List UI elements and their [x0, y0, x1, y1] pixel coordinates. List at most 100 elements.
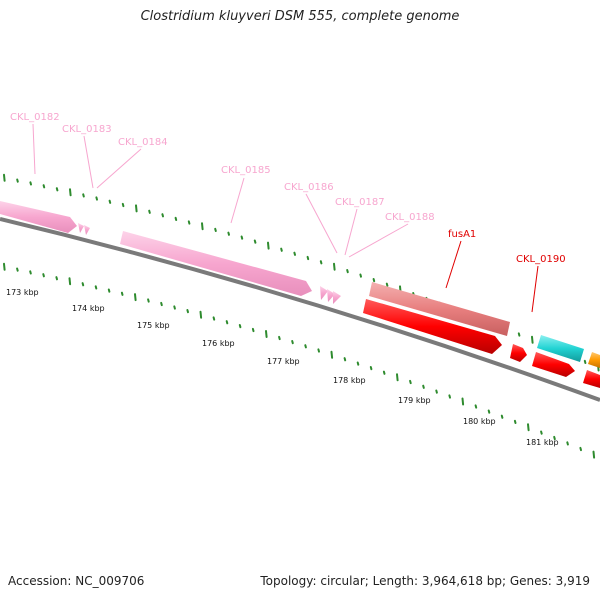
inner-ring-minor-tick: [94, 285, 98, 290]
inner-ring-minor-tick: [566, 441, 569, 446]
gene-arrow-ckl-0187[interactable]: [327, 289, 335, 302]
inner-ring-major-tick: [461, 397, 465, 406]
gene-label-ckl-0183[interactable]: CKL_0183: [62, 124, 112, 135]
gene-arrow-ckl-0188[interactable]: [333, 291, 341, 304]
genome-backbone: [0, 217, 600, 402]
inner-ring-minor-tick: [173, 305, 176, 310]
inner-ring-major-tick: [330, 350, 334, 359]
outer-ring-minor-tick: [583, 359, 587, 364]
inner-ring-major-tick: [592, 450, 596, 459]
inner-ring-minor-tick: [251, 327, 255, 333]
genome-summary-text: Topology: circular; Length: 3,964,618 bp…: [260, 574, 590, 588]
gene-label-ckl-0186[interactable]: CKL_0186: [284, 182, 334, 193]
inner-ring-minor-tick: [81, 282, 85, 287]
gene-label-ckl-0190[interactable]: CKL_0190: [516, 254, 566, 265]
outer-ring-minor-tick: [319, 260, 323, 265]
inner-ring-minor-tick: [120, 291, 124, 296]
scale-label-173: 173 kbp: [6, 288, 39, 297]
scale-label-180: 180 kbp: [463, 417, 496, 426]
gene-arrow-ckl-0183[interactable]: [78, 223, 84, 233]
scale-labels: 173 kbp 174 kbp 175 kbp 176 kbp 177 kbp …: [6, 288, 559, 447]
outer-ring-minor-tick: [306, 255, 310, 261]
inner-ring-minor-tick: [553, 435, 556, 441]
inner-ring-major-tick: [3, 262, 6, 271]
gene-arrow-ckl-0185[interactable]: [120, 231, 312, 296]
inner-ring-minor-tick: [317, 348, 320, 353]
outer-ring-major-tick: [201, 222, 204, 231]
outer-ring-minor-tick: [227, 231, 230, 236]
inner-ring-minor-tick: [42, 273, 45, 278]
map-title: Clostridium kluyveri DSM 555, complete g…: [140, 9, 460, 24]
cds-arrow-3[interactable]: [532, 352, 575, 377]
inner-ring-minor-tick: [343, 357, 347, 362]
inner-ring-minor-tick: [356, 361, 360, 366]
scale-label-181: 181 kbp: [526, 438, 559, 447]
outer-ring-minor-tick: [372, 278, 376, 283]
outer-ring-minor-tick: [95, 196, 98, 201]
inner-ring-minor-tick: [422, 384, 425, 389]
inner-ring-minor-tick: [304, 344, 307, 349]
inner-ring-major-tick: [199, 310, 203, 319]
outer-ring-minor-tick: [108, 199, 112, 204]
outer-ring-minor-tick: [42, 184, 46, 189]
inner-ring-minor-tick: [238, 324, 242, 329]
inner-ring-minor-tick: [212, 316, 216, 321]
gene-label-fusa1[interactable]: fusA1: [448, 229, 476, 240]
inner-ring-minor-tick: [474, 404, 478, 409]
inner-tick-ring: [3, 262, 596, 459]
outer-ring-minor-tick: [121, 202, 125, 208]
scale-label-176: 176 kbp: [202, 339, 235, 348]
cds-arrow-1[interactable]: [363, 299, 502, 354]
cds-arrow-2[interactable]: [510, 344, 527, 362]
accession-text: Accession: NC_009706: [8, 574, 145, 588]
outer-ring-minor-tick: [346, 269, 349, 274]
label-leaders: [32, 123, 539, 313]
outer-ring-minor-tick: [174, 216, 178, 221]
outer-ring-minor-tick: [161, 213, 164, 218]
inner-ring-major-tick: [396, 373, 399, 382]
outer-ring-major-tick: [267, 241, 270, 250]
outer-ring-minor-tick: [187, 220, 191, 225]
outer-ring-minor-tick: [55, 187, 59, 192]
inner-ring-minor-tick: [500, 414, 504, 419]
inner-ring-minor-tick: [16, 267, 19, 272]
inner-ring-minor-tick: [225, 320, 229, 325]
inner-ring-minor-tick: [186, 309, 189, 314]
inner-ring-minor-tick: [487, 409, 491, 414]
outer-ring-minor-tick: [293, 251, 296, 256]
scale-label-175: 175 kbp: [137, 321, 170, 330]
outer-ring-major-tick: [333, 262, 336, 271]
inner-ring-minor-tick: [107, 288, 111, 293]
inner-ring-minor-tick: [382, 370, 386, 375]
gene-label-ckl-0184[interactable]: CKL_0184: [118, 137, 168, 148]
inner-ring-minor-tick: [579, 446, 582, 452]
gene-arrow-ckl-0182[interactable]: [0, 201, 77, 233]
outer-ring-minor-tick: [29, 181, 32, 186]
outer-ring-minor-tick: [214, 227, 217, 232]
gene-bar-fusa1[interactable]: [369, 282, 510, 336]
outer-ring-minor-tick: [359, 273, 362, 278]
cds-arrow-4[interactable]: [583, 370, 600, 388]
outer-ring-minor-tick: [280, 247, 283, 252]
gene-label-ckl-0188[interactable]: CKL_0188: [385, 212, 435, 223]
inner-ring-minor-tick: [147, 298, 150, 303]
gene-arrow-ckl-0184[interactable]: [84, 225, 90, 235]
gene-bar-orange[interactable]: [588, 352, 600, 368]
outer-ring-minor-tick: [517, 332, 521, 337]
gene-label-ckl-0185[interactable]: CKL_0185: [221, 165, 271, 176]
gene-labels: CKL_0182 CKL_0183 CKL_0184 CKL_0185 CKL_…: [10, 112, 566, 265]
outer-ring-minor-tick: [240, 235, 244, 240]
gene-label-ckl-0187[interactable]: CKL_0187: [335, 197, 385, 208]
outer-ring-major-tick: [135, 204, 138, 213]
scale-label-178: 178 kbp: [333, 376, 366, 385]
gene-bar-ckl-0190[interactable]: [537, 335, 584, 362]
inner-ring-minor-tick: [448, 394, 451, 399]
scale-label-177: 177 kbp: [267, 357, 300, 366]
gene-arrow-ckl-0186[interactable]: [320, 286, 328, 300]
forward-strand-features: [0, 201, 600, 368]
reverse-strand-features: [363, 299, 600, 388]
scale-label-179: 179 kbp: [398, 396, 431, 405]
gene-label-ckl-0182[interactable]: CKL_0182: [10, 112, 60, 123]
